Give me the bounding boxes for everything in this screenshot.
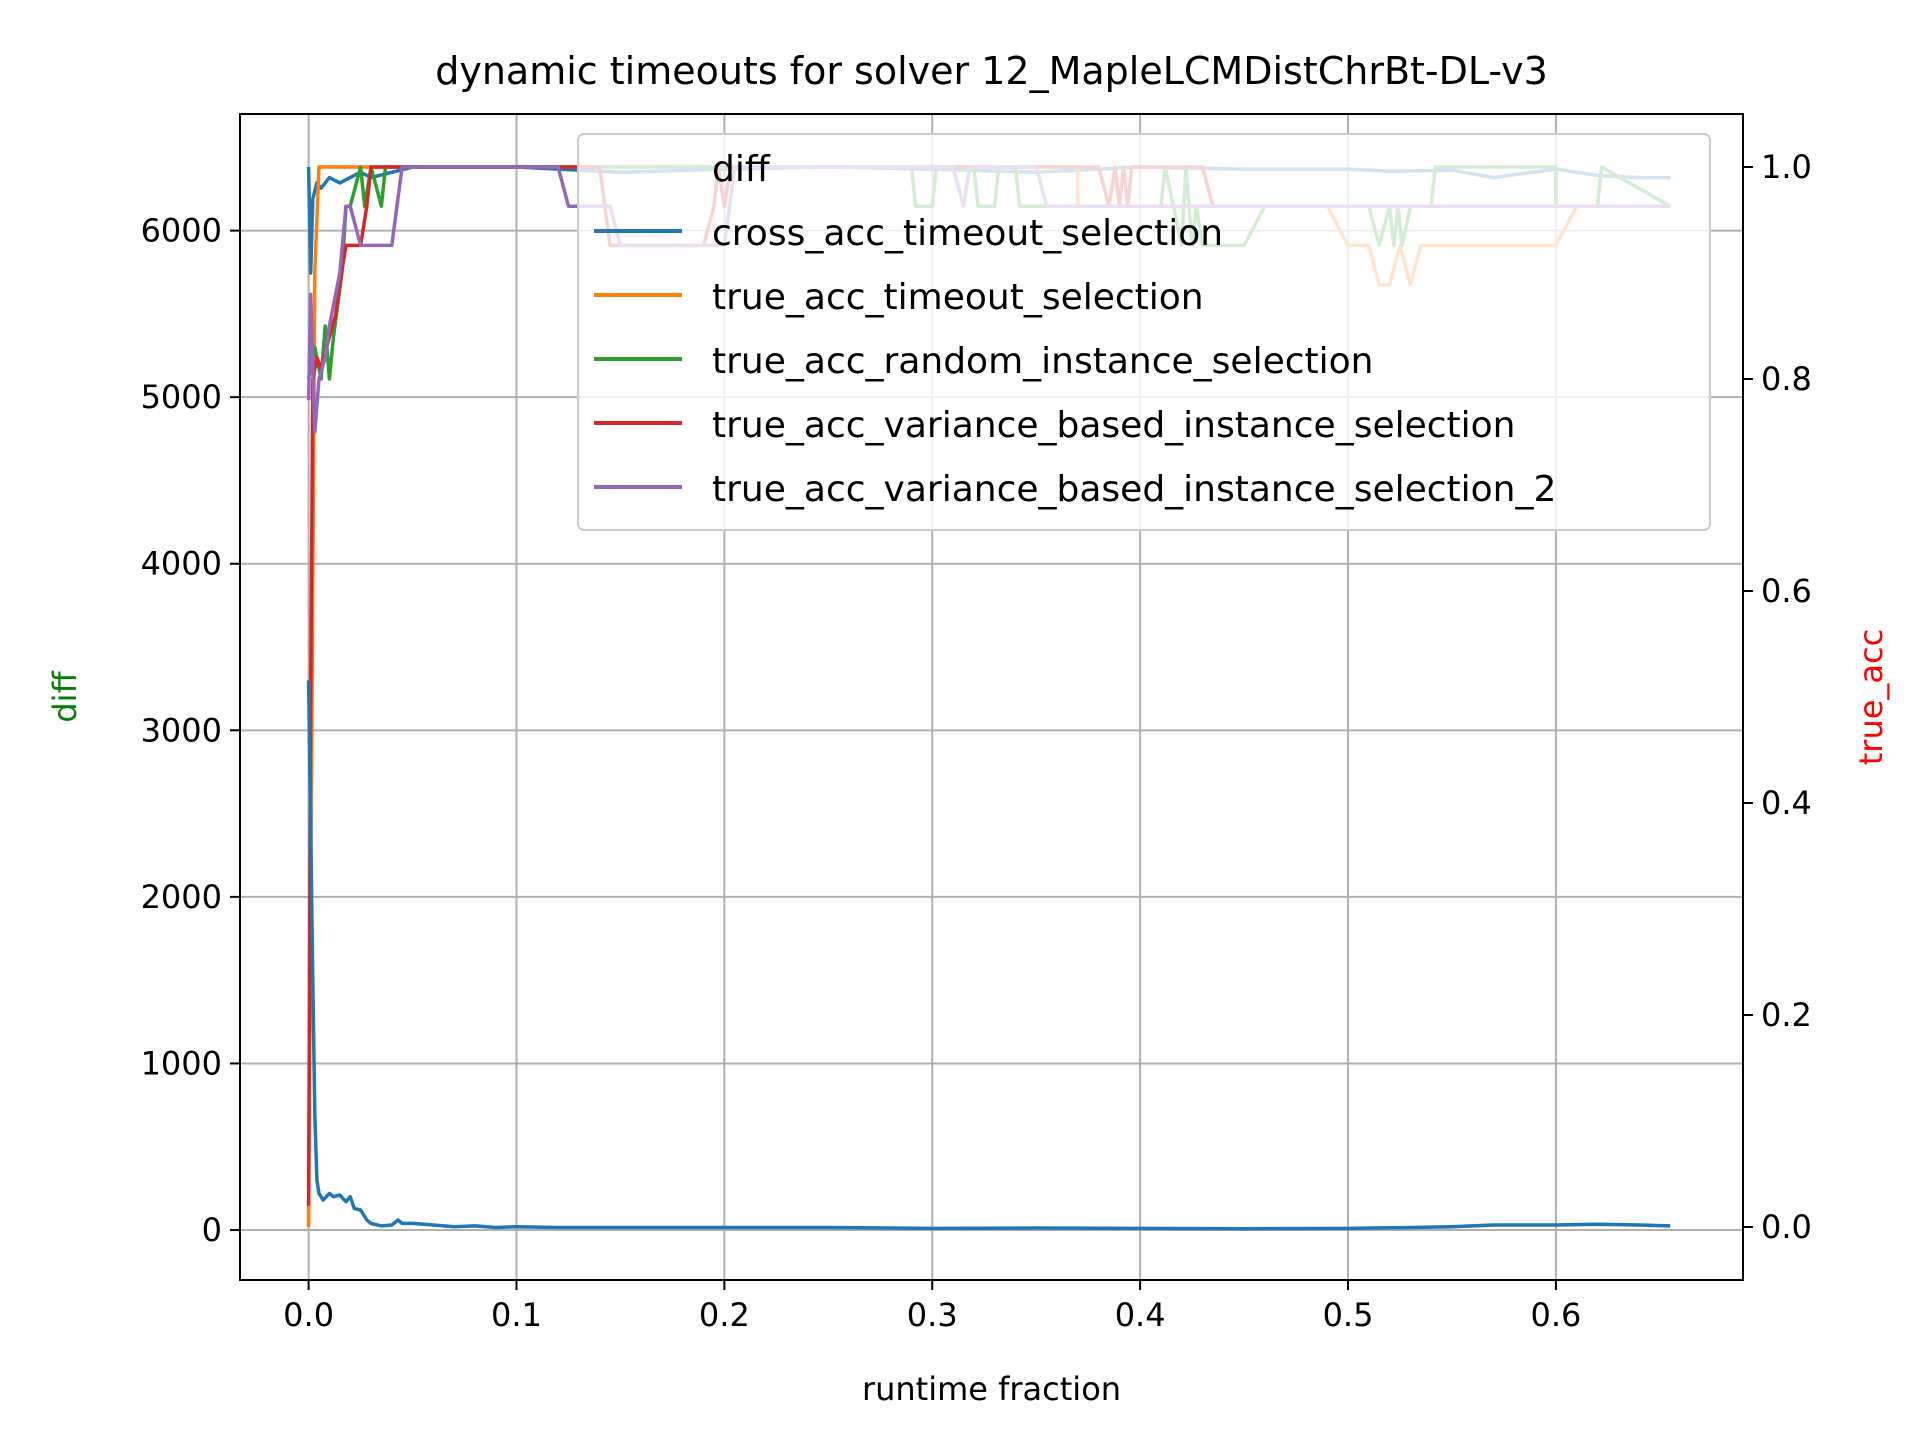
y-right-tick-label: 0.2 (1761, 996, 1812, 1034)
x-tick-label: 0.5 (1323, 1296, 1374, 1334)
y-left-tick-label: 4000 (141, 545, 222, 583)
legend-box (577, 133, 1711, 531)
y-right-tick-label: 0.8 (1761, 360, 1812, 398)
legend-label: true_acc_timeout_selection (712, 277, 1204, 318)
y-left-tick-label: 3000 (141, 711, 222, 749)
y-right-tick-label: 0.4 (1761, 784, 1812, 822)
x-tick-label: 0.0 (283, 1296, 334, 1334)
y-left-tick-label: 6000 (141, 212, 222, 250)
y-left-tick-label: 2000 (141, 878, 222, 916)
y-left-tick-label: 1000 (141, 1044, 222, 1082)
legend-label: true_acc_variance_based_instance_selecti… (712, 405, 1516, 446)
x-tick-label: 0.1 (491, 1296, 542, 1334)
y-right-tick-label: 0.6 (1761, 572, 1812, 610)
y-right-tick-label: 1.0 (1761, 148, 1812, 186)
ticks: 0.0 0.1 0.2 0.3 0.4 0.5 0.6 0 1000 2000 3000 4000 50… (141, 148, 1812, 1334)
legend: diff cross_acc_timeout_selection true_acc_… (577, 133, 1711, 531)
y-right-tick-label: 0.0 (1761, 1208, 1812, 1246)
legend-label: diff (712, 149, 771, 190)
y-left-tick-label: 5000 (141, 378, 222, 416)
legend-label: true_acc_variance_based_instance_selecti… (712, 469, 1556, 510)
plot-frame (239, 113, 1744, 1281)
chart-title: dynamic timeouts for solver 12_MapleLCMD… (435, 49, 1548, 93)
y-axis-label-left: diff (46, 670, 84, 722)
x-tick-label: 0.3 (907, 1296, 958, 1334)
x-tick-label: 0.4 (1115, 1296, 1166, 1334)
series-line-diff (306, 680, 1671, 1231)
y-axis-label-right: true_acc (1852, 629, 1890, 765)
legend-label: true_acc_random_instance_selection (712, 341, 1373, 382)
x-tick-label: 0.6 (1530, 1296, 1581, 1334)
x-tick-label: 0.2 (699, 1296, 750, 1334)
y-left-tick-label: 0 (202, 1211, 222, 1249)
legend-label: cross_acc_timeout_selection (712, 213, 1223, 254)
x-axis-label: runtime fraction (862, 1370, 1121, 1408)
